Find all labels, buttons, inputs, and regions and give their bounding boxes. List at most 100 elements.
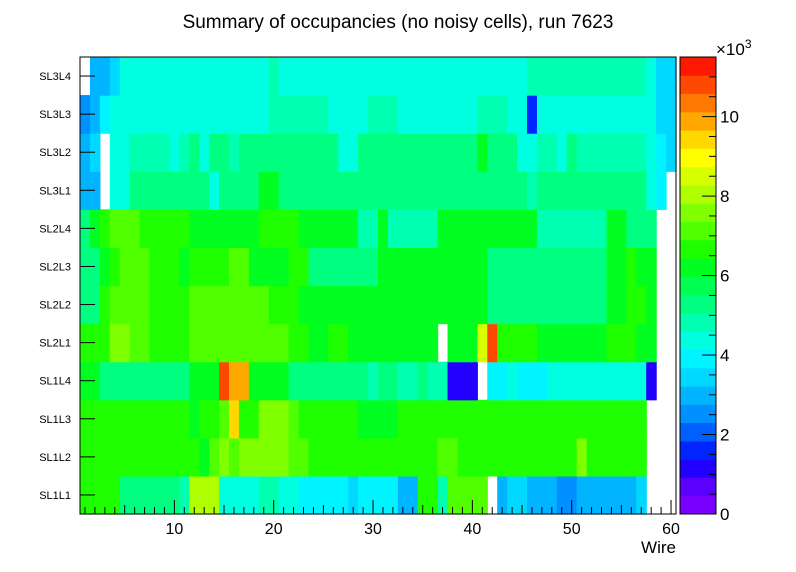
heatmap-cell	[179, 361, 190, 401]
heatmap-cell	[99, 475, 111, 515]
heatmap-cell	[169, 133, 180, 172]
heatmap-cell	[119, 285, 131, 325]
y-tick-label: SL1L4	[39, 376, 71, 388]
heatmap-cell	[179, 171, 190, 210]
color-scale-tick-label: 2	[720, 426, 729, 445]
heatmap-cell	[338, 95, 349, 134]
heatmap-cell	[258, 285, 270, 325]
heatmap-cell	[507, 323, 518, 363]
heatmap-cell	[378, 323, 389, 363]
heatmap-cell	[179, 95, 190, 134]
heatmap-cell	[129, 133, 141, 172]
heatmap-cell	[487, 285, 498, 325]
heatmap-cell	[229, 171, 240, 210]
heatmap-cell	[149, 57, 161, 96]
heatmap-cell	[527, 323, 538, 363]
heatmap-cell	[616, 475, 627, 515]
heatmap-cell	[467, 475, 478, 515]
heatmap-cell	[646, 361, 657, 401]
heatmap-cell	[119, 95, 131, 134]
heatmap-cell	[248, 133, 260, 172]
heatmap-cell	[656, 133, 667, 172]
x-tick-label: 20	[265, 521, 283, 538]
heatmap-cell	[606, 171, 617, 210]
heatmap-cell	[338, 133, 349, 172]
y-tick-label: SL1L3	[39, 414, 71, 426]
heatmap-cell	[517, 361, 528, 401]
heatmap-cell	[308, 399, 319, 439]
heatmap-cell	[248, 361, 260, 401]
heatmap-cell	[378, 285, 389, 325]
heatmap-cell	[258, 171, 270, 210]
heatmap-cell	[636, 95, 647, 134]
heatmap-cell	[536, 95, 548, 134]
heatmap-cell	[199, 323, 210, 363]
heatmap-cell	[219, 57, 230, 96]
heatmap-cell	[477, 171, 488, 210]
heatmap-cell	[308, 437, 319, 477]
heatmap-cell	[258, 323, 270, 363]
heatmap-cell	[427, 361, 439, 401]
heatmap-cell	[338, 209, 349, 249]
heatmap-cell	[229, 475, 240, 515]
heatmap-cell	[189, 285, 200, 325]
heatmap-cell	[378, 437, 389, 477]
color-scale-band	[680, 111, 716, 131]
heatmap-cell	[159, 247, 170, 287]
heatmap-cell	[169, 247, 180, 287]
heatmap-cell	[636, 437, 647, 477]
color-scale-multiplier: ×103	[716, 37, 752, 59]
chart-title: Summary of occupancies (no noisy cells),…	[183, 12, 614, 33]
heatmap-cell	[457, 323, 468, 363]
heatmap-cell	[268, 361, 280, 401]
heatmap-cell	[556, 437, 568, 477]
heatmap-cell	[417, 57, 429, 96]
heatmap-cell	[636, 361, 647, 401]
heatmap-cell	[169, 171, 180, 210]
heatmap-cell	[636, 323, 647, 363]
heatmap-cell	[417, 437, 429, 477]
heatmap-cell	[527, 57, 538, 96]
heatmap-cell	[517, 437, 528, 477]
heatmap-cell	[517, 285, 528, 325]
heatmap-cell	[397, 285, 409, 325]
heatmap-cell	[159, 171, 170, 210]
heatmap-cell	[99, 57, 111, 96]
heatmap-cell	[129, 285, 141, 325]
heatmap-cell	[586, 95, 598, 134]
heatmap-cell	[467, 95, 478, 134]
heatmap-cell	[89, 133, 101, 172]
heatmap-cell	[139, 399, 151, 439]
y-tick-label: SL2L1	[39, 338, 71, 350]
heatmap-cell	[288, 133, 300, 172]
heatmap-cell	[288, 209, 300, 249]
heatmap-cell	[407, 399, 419, 439]
heatmap-cell	[318, 475, 329, 515]
heatmap-cell	[378, 171, 389, 210]
heatmap-cell	[358, 437, 369, 477]
heatmap-cell	[566, 437, 578, 477]
heatmap-cell	[139, 171, 151, 210]
heatmap-cell	[209, 171, 220, 210]
color-scale-tick-label: 6	[720, 267, 729, 286]
heatmap-cell	[109, 133, 121, 172]
heatmap-cell	[626, 95, 637, 134]
heatmap-cell	[378, 57, 389, 96]
heatmap-cell	[348, 475, 359, 515]
heatmap-cell	[507, 285, 518, 325]
heatmap-cell	[278, 171, 290, 210]
color-scale-band	[680, 221, 716, 241]
heatmap-cell	[507, 437, 518, 477]
heatmap-cell	[288, 437, 300, 477]
heatmap-cell	[586, 399, 598, 439]
heatmap-cell	[507, 133, 518, 172]
heatmap-cell	[447, 95, 459, 134]
heatmap-cell	[477, 247, 488, 287]
heatmap-cell	[229, 209, 240, 249]
heatmap-cell	[199, 475, 210, 515]
heatmap-cell	[616, 247, 627, 287]
heatmap-cell	[397, 437, 409, 477]
heatmap-cell	[646, 57, 657, 96]
heatmap-cell	[139, 361, 151, 401]
heatmap-cell	[596, 399, 608, 439]
